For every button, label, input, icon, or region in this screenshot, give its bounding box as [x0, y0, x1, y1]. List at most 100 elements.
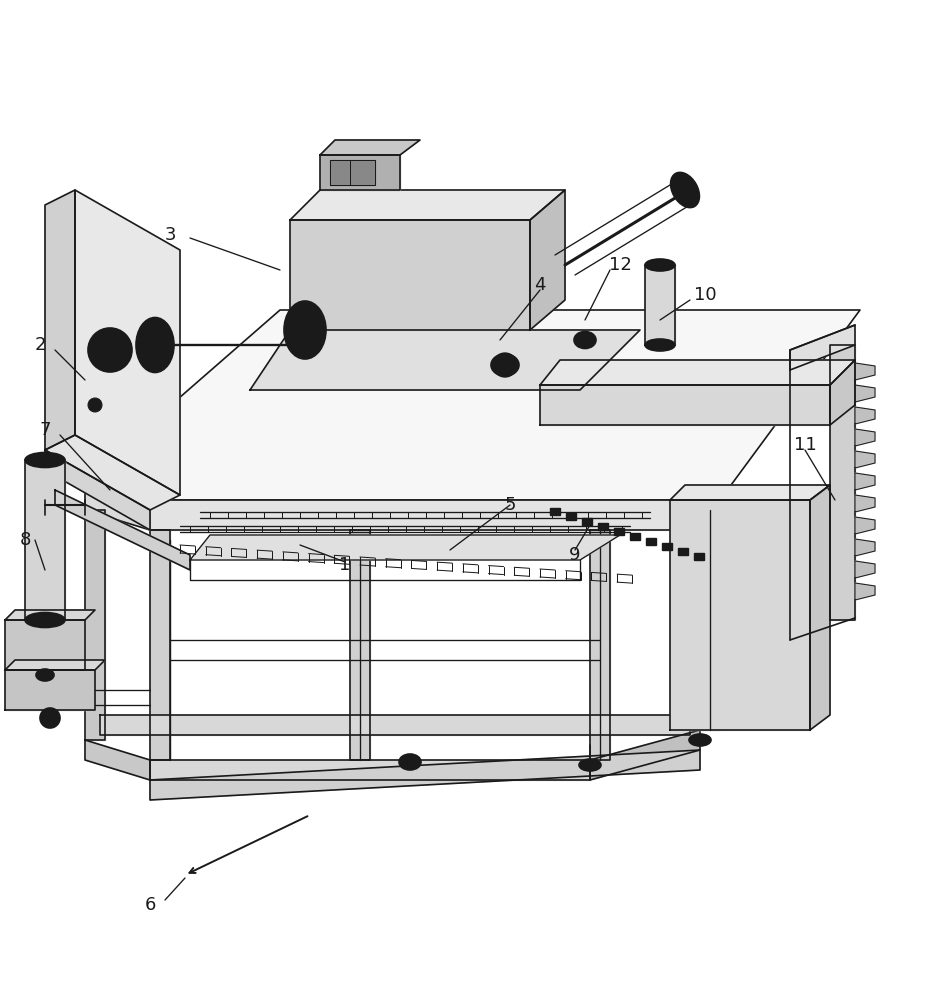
Circle shape [146, 334, 153, 340]
Polygon shape [150, 760, 590, 780]
Ellipse shape [670, 172, 699, 208]
Ellipse shape [399, 754, 421, 770]
Polygon shape [85, 310, 860, 500]
Polygon shape [670, 500, 810, 730]
Polygon shape [855, 473, 875, 490]
Circle shape [157, 334, 164, 340]
Polygon shape [855, 583, 875, 600]
Polygon shape [590, 530, 610, 760]
Polygon shape [790, 325, 855, 370]
Bar [630, 533, 640, 540]
Polygon shape [670, 485, 830, 500]
Polygon shape [855, 407, 875, 424]
Circle shape [123, 348, 128, 353]
Ellipse shape [25, 612, 65, 628]
Polygon shape [830, 345, 855, 620]
Bar [582, 518, 592, 525]
Ellipse shape [491, 354, 519, 376]
Polygon shape [25, 460, 65, 620]
Text: 12: 12 [609, 256, 631, 274]
Polygon shape [855, 363, 875, 380]
Polygon shape [855, 561, 875, 578]
Text: 7: 7 [39, 421, 51, 439]
Polygon shape [55, 490, 190, 570]
Polygon shape [45, 190, 75, 450]
Ellipse shape [25, 452, 65, 468]
Bar [646, 538, 656, 545]
Polygon shape [320, 155, 400, 190]
Polygon shape [85, 510, 105, 740]
Polygon shape [150, 530, 170, 760]
Polygon shape [700, 500, 720, 730]
Polygon shape [85, 740, 150, 780]
Polygon shape [85, 480, 150, 530]
Polygon shape [290, 190, 565, 220]
Text: 8: 8 [20, 531, 31, 549]
Ellipse shape [574, 332, 596, 349]
Polygon shape [5, 660, 105, 670]
Polygon shape [190, 535, 620, 560]
Polygon shape [855, 451, 875, 468]
Circle shape [97, 358, 101, 363]
Polygon shape [855, 495, 875, 512]
Text: 6: 6 [144, 896, 155, 914]
Ellipse shape [689, 734, 711, 746]
Text: 3: 3 [164, 226, 176, 244]
Circle shape [102, 342, 118, 358]
Polygon shape [45, 435, 180, 510]
Polygon shape [645, 265, 675, 345]
Polygon shape [75, 190, 180, 495]
Text: 2: 2 [34, 336, 46, 354]
Polygon shape [5, 620, 85, 670]
Ellipse shape [136, 318, 174, 372]
Polygon shape [590, 730, 700, 780]
Polygon shape [150, 750, 700, 800]
Bar [614, 528, 624, 535]
Polygon shape [855, 385, 875, 402]
Text: 11: 11 [793, 436, 816, 454]
Polygon shape [5, 610, 95, 620]
Polygon shape [290, 220, 530, 330]
Circle shape [92, 348, 98, 353]
Polygon shape [540, 360, 855, 385]
Polygon shape [100, 715, 690, 735]
Ellipse shape [580, 336, 590, 344]
Polygon shape [150, 500, 720, 530]
Circle shape [88, 328, 132, 372]
Bar [694, 553, 704, 560]
Circle shape [146, 350, 153, 356]
Circle shape [97, 337, 101, 342]
Bar [550, 508, 560, 515]
Circle shape [157, 350, 164, 356]
Circle shape [118, 358, 123, 363]
Bar [662, 543, 672, 550]
Polygon shape [855, 539, 875, 556]
Bar [566, 513, 576, 520]
Circle shape [107, 332, 113, 338]
Bar [678, 548, 688, 555]
Polygon shape [810, 485, 830, 730]
Ellipse shape [284, 301, 326, 359]
Polygon shape [530, 190, 565, 330]
Ellipse shape [645, 339, 675, 351]
Polygon shape [855, 429, 875, 446]
Circle shape [88, 398, 102, 412]
Polygon shape [45, 450, 150, 530]
Polygon shape [320, 140, 420, 155]
Polygon shape [250, 330, 640, 390]
Circle shape [118, 337, 123, 342]
Polygon shape [330, 160, 375, 185]
Bar [598, 523, 608, 530]
Ellipse shape [579, 759, 601, 771]
Polygon shape [540, 385, 830, 425]
Polygon shape [350, 530, 370, 760]
Circle shape [40, 708, 60, 728]
Text: 1: 1 [339, 556, 351, 574]
Text: 9: 9 [569, 546, 581, 564]
Text: 4: 4 [534, 276, 546, 294]
Polygon shape [855, 517, 875, 534]
Polygon shape [830, 360, 855, 425]
Text: 10: 10 [694, 286, 716, 304]
Ellipse shape [404, 758, 416, 766]
Ellipse shape [36, 669, 54, 681]
